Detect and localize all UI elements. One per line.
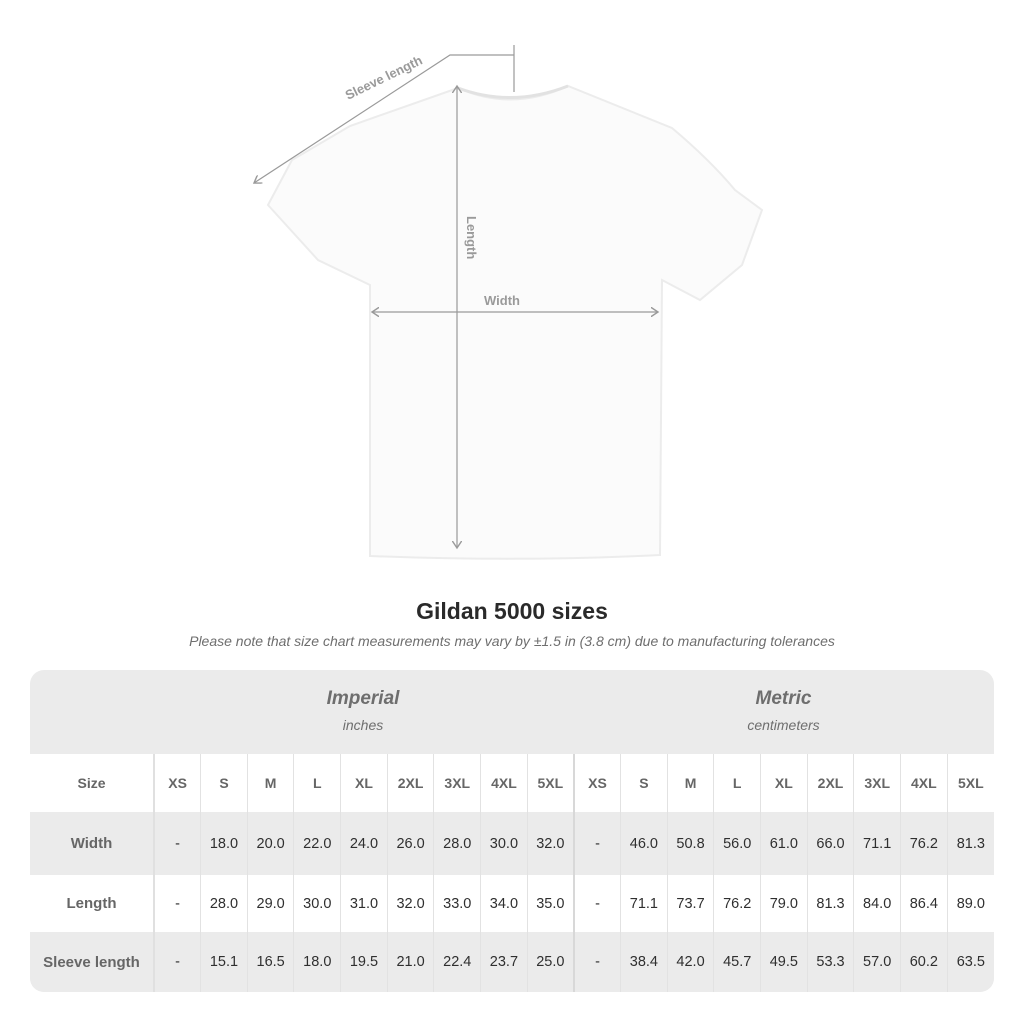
metric-value-cell: - [572, 875, 621, 932]
imperial-value-cell: 32.0 [386, 875, 434, 932]
imperial-value-cell: 28.0 [200, 875, 248, 932]
row-label: Width [30, 812, 155, 875]
imperial-value-cell: 16.5 [246, 932, 294, 992]
metric-value-cell: 45.7 [713, 932, 761, 992]
table-row: Sleeve length -15.1 16.5 18.0 19.5 21.0 22.4 23… [30, 932, 994, 992]
imperial-value-cell: 26.0 [386, 812, 434, 875]
metric-size-header: 3XL [853, 754, 901, 812]
row-label: Length [30, 875, 155, 932]
metric-value-cell: 53.3 [806, 932, 854, 992]
imperial-value-cell: 22.4 [433, 932, 481, 992]
table-row: Width -18.0 20.0 22.0 24.0 26.0 28.0 30.0 32.0-4… [30, 812, 994, 875]
imperial-value-cell: 15.1 [200, 932, 248, 992]
metric-size-header: 2XL [806, 754, 854, 812]
metric-value-cell: 73.7 [666, 875, 714, 932]
imperial-heading: Imperial [326, 688, 400, 709]
metric-value-cell: 60.2 [900, 932, 948, 992]
imperial-size-header: S [200, 754, 248, 812]
imperial-value-cell: 22.0 [293, 812, 341, 875]
length-label: Length [464, 216, 479, 259]
metric-value-cell: 76.2 [900, 812, 948, 875]
imperial-value-cell: 34.0 [480, 875, 528, 932]
imperial-value-cell: 24.0 [340, 812, 388, 875]
metric-value-cell: 79.0 [760, 875, 808, 932]
imperial-value-cell: - [153, 875, 201, 932]
imperial-size-header: XS [153, 754, 201, 812]
imperial-value-cell: 28.0 [433, 812, 481, 875]
table-row: Length -28.0 29.0 30.0 31.0 32.0 33.0 34.0 35.0-… [30, 875, 994, 932]
sleeve-measure-line [254, 54, 514, 183]
metric-value-cell: 63.5 [946, 932, 994, 992]
row-label: Sleeve length [30, 932, 155, 992]
page-title: Gildan 5000 sizes [416, 598, 608, 624]
metric-size-header: XL [760, 754, 808, 812]
metric-heading: Metric [755, 688, 812, 709]
metric-value-cell: 50.8 [666, 812, 714, 875]
size-header-row: Size XS S M L XL 2XL 3XL 4XL 5XL XS S M L XL 2XL 3XL 4XL 5… [30, 754, 994, 812]
imperial-size-header: 5XL [526, 754, 574, 812]
tshirt-measurement-diagram: Sleeve length Length Width [0, 45, 764, 560]
imperial-size-header: L [293, 754, 341, 812]
metric-value-cell: 76.2 [713, 875, 761, 932]
imperial-value-cell: - [153, 932, 201, 992]
metric-value-cell: 56.0 [713, 812, 761, 875]
metric-value-cell: 61.0 [760, 812, 808, 875]
imperial-value-cell: 25.0 [526, 932, 574, 992]
metric-size-header: 4XL [900, 754, 948, 812]
imperial-size-header: XL [340, 754, 388, 812]
metric-size-header: 5XL [946, 754, 994, 812]
tshirt-image [266, 84, 764, 560]
imperial-value-cell: 20.0 [246, 812, 294, 875]
metric-value-cell: 89.0 [946, 875, 994, 932]
metric-unit: centimeters [747, 717, 820, 733]
metric-size-header: L [713, 754, 761, 812]
metric-size-header: M [666, 754, 714, 812]
imperial-value-cell: 18.0 [293, 932, 341, 992]
metric-value-cell: 81.3 [806, 875, 854, 932]
metric-value-cell: 49.5 [760, 932, 808, 992]
imperial-value-cell: - [153, 812, 201, 875]
metric-value-cell: - [572, 932, 621, 992]
metric-value-cell: 81.3 [946, 812, 994, 875]
imperial-unit: inches [342, 717, 384, 733]
metric-value-cell: 46.0 [620, 812, 668, 875]
metric-value-cell: 42.0 [666, 932, 714, 992]
imperial-value-cell: 33.0 [433, 875, 481, 932]
imperial-value-cell: 29.0 [246, 875, 294, 932]
metric-size-header: XS [572, 754, 621, 812]
imperial-value-cell: 31.0 [340, 875, 388, 932]
imperial-value-cell: 30.0 [480, 812, 528, 875]
imperial-value-cell: 32.0 [526, 812, 574, 875]
imperial-value-cell: 23.7 [480, 932, 528, 992]
metric-value-cell: 71.1 [620, 875, 668, 932]
imperial-value-cell: 35.0 [526, 875, 574, 932]
imperial-value-cell: 18.0 [200, 812, 248, 875]
metric-value-cell: 86.4 [900, 875, 948, 932]
metric-value-cell: 71.1 [853, 812, 901, 875]
imperial-size-header: 4XL [480, 754, 528, 812]
imperial-size-header: 3XL [433, 754, 481, 812]
imperial-value-cell: 21.0 [386, 932, 434, 992]
imperial-value-cell: 19.5 [340, 932, 388, 992]
metric-value-cell: 66.0 [806, 812, 854, 875]
metric-value-cell: 84.0 [853, 875, 901, 932]
sleeve-length-label: Sleeve length [343, 52, 425, 102]
metric-value-cell: - [572, 812, 621, 875]
width-label: Width [484, 293, 520, 308]
metric-value-cell: 38.4 [620, 932, 668, 992]
metric-value-cell: 57.0 [853, 932, 901, 992]
imperial-size-header: M [246, 754, 294, 812]
imperial-size-header: 2XL [386, 754, 434, 812]
size-chart-table: Imperial inches Metric centimeters Size X… [30, 670, 994, 992]
size-header-label: Size [30, 754, 155, 812]
metric-size-header: S [620, 754, 668, 812]
imperial-value-cell: 30.0 [293, 875, 341, 932]
size-table: Size XS S M L XL 2XL 3XL 4XL 5XL XS S M L XL 2XL 3XL 4XL 5… [30, 754, 994, 992]
tolerance-note: Please note that size chart measurements… [189, 633, 835, 649]
